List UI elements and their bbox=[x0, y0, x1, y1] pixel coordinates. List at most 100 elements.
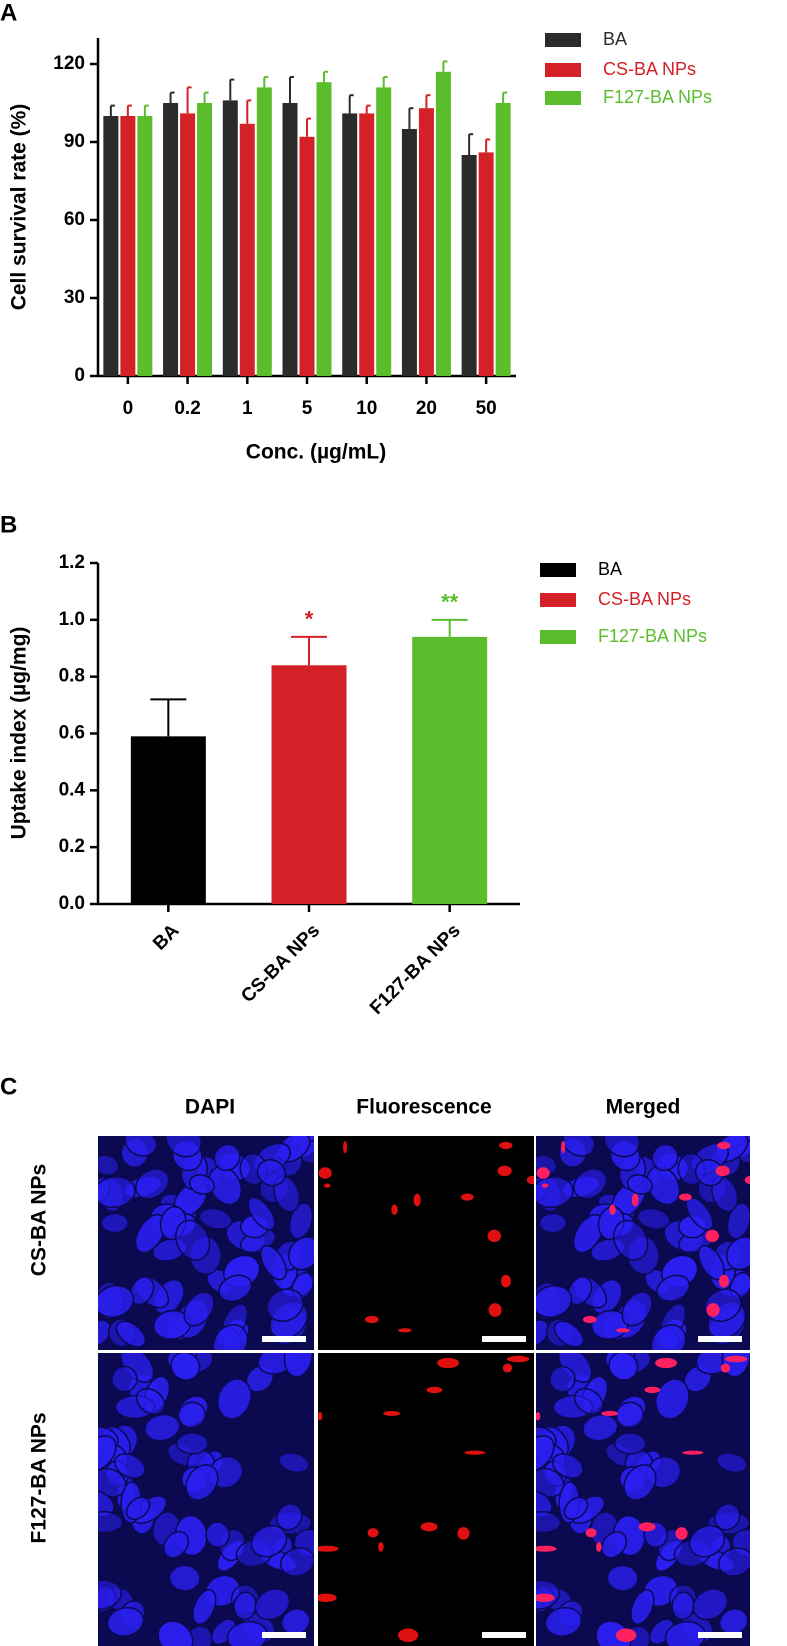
error-bar bbox=[431, 618, 468, 637]
fluorescent-spot bbox=[391, 1204, 398, 1215]
error-bar bbox=[289, 76, 294, 103]
error-bar bbox=[143, 104, 149, 116]
bar bbox=[256, 87, 272, 377]
nucleus bbox=[630, 1589, 655, 1625]
nucleus bbox=[636, 1207, 671, 1230]
row-label: CS-BA NPs bbox=[28, 1164, 51, 1276]
nucleus bbox=[603, 1136, 641, 1158]
nucleus bbox=[185, 1464, 219, 1501]
fluorescent-spot bbox=[413, 1193, 421, 1207]
legend-swatch bbox=[540, 563, 576, 577]
error-bar bbox=[246, 99, 252, 124]
nucleus bbox=[111, 1365, 138, 1393]
fluorescent-spot bbox=[679, 1193, 692, 1201]
nucleus bbox=[573, 1387, 604, 1416]
bar bbox=[103, 116, 119, 376]
fluorescent-spot bbox=[542, 1183, 549, 1188]
bar bbox=[137, 116, 153, 376]
nucleus bbox=[98, 1319, 112, 1347]
fluorescent-spot bbox=[596, 1542, 602, 1552]
fluorescent-spot bbox=[500, 1274, 511, 1288]
nucleus bbox=[655, 1378, 690, 1420]
fluorescent-spot bbox=[457, 1527, 470, 1540]
legend-label: BA bbox=[603, 29, 627, 49]
fluorescent-spot bbox=[705, 1229, 720, 1243]
column-header: DAPI bbox=[185, 1096, 235, 1119]
fluorescent-spot bbox=[488, 1303, 502, 1317]
error-bar bbox=[109, 104, 115, 116]
nucleus bbox=[135, 1387, 166, 1416]
bar bbox=[239, 123, 255, 376]
fluorescent-spot bbox=[682, 1450, 704, 1455]
nucleus bbox=[113, 1453, 146, 1479]
x-tick-label: 1 bbox=[242, 398, 253, 419]
bar bbox=[282, 103, 298, 376]
nucleus bbox=[551, 1453, 584, 1479]
nucleus bbox=[98, 1579, 122, 1611]
fluorescent-spot bbox=[582, 1315, 597, 1324]
x-tick-label: 0.2 bbox=[174, 398, 200, 419]
fluorescent-spot bbox=[601, 1410, 619, 1416]
nucleus bbox=[623, 1464, 657, 1501]
column-header: Merged bbox=[606, 1096, 681, 1119]
bar bbox=[120, 116, 136, 376]
nucleus bbox=[688, 1525, 726, 1558]
error-bar bbox=[306, 117, 311, 137]
fluorescent-spot bbox=[426, 1386, 443, 1394]
y-tick-label: 30 bbox=[64, 287, 85, 308]
x-tick-label: 20 bbox=[416, 398, 437, 419]
y-tick-label: 0.0 bbox=[59, 893, 85, 914]
nucleus bbox=[573, 1168, 608, 1200]
x-axis-title: Conc. (µg/mL) bbox=[246, 441, 386, 464]
error-bar bbox=[150, 698, 187, 737]
nucleus bbox=[188, 1174, 215, 1195]
fluorescent-spot bbox=[536, 1545, 557, 1552]
nucleus bbox=[247, 1196, 276, 1231]
fluorescent-spot bbox=[585, 1528, 597, 1538]
fluorescent-spot bbox=[497, 1165, 512, 1177]
nucleus bbox=[650, 1324, 687, 1350]
nucleus bbox=[694, 1158, 724, 1187]
error-bar bbox=[186, 86, 192, 114]
x-tick-label: 0 bbox=[123, 398, 134, 419]
nucleus bbox=[208, 1165, 243, 1206]
micrograph bbox=[536, 1353, 750, 1646]
legend-swatch bbox=[540, 593, 576, 607]
nucleus bbox=[536, 1284, 573, 1318]
error-bar bbox=[323, 70, 328, 83]
bar bbox=[180, 113, 196, 377]
micrograph bbox=[98, 1353, 314, 1646]
error-bar bbox=[203, 91, 209, 103]
nucleus bbox=[266, 1288, 304, 1322]
fluorescent-spot bbox=[717, 1141, 731, 1150]
fluorescent-spot bbox=[725, 1355, 748, 1363]
bar bbox=[342, 113, 358, 377]
row-label: F127-BA NPs bbox=[28, 1412, 51, 1543]
legend-label: F127-BA NPs bbox=[598, 626, 707, 646]
y-tick-label: 0.2 bbox=[59, 836, 85, 857]
bar bbox=[418, 108, 434, 376]
scale-bar bbox=[698, 1632, 742, 1638]
micrograph bbox=[536, 1136, 750, 1350]
nucleus bbox=[626, 1174, 653, 1195]
nucleus bbox=[288, 1202, 314, 1240]
nucleus bbox=[692, 1588, 729, 1621]
fluorescent-spot bbox=[364, 1315, 379, 1324]
fluorescent-spot bbox=[487, 1229, 502, 1243]
fluorescent-spot bbox=[507, 1355, 530, 1363]
nucleus bbox=[217, 1378, 252, 1420]
nucleus bbox=[100, 1212, 129, 1234]
bar bbox=[495, 103, 511, 376]
x-tick-label: 50 bbox=[476, 398, 497, 419]
fluorescent-spot bbox=[398, 1328, 412, 1333]
nucleus bbox=[213, 1143, 241, 1172]
y-tick-label: 90 bbox=[64, 131, 85, 152]
nucleus bbox=[192, 1589, 217, 1625]
error-bar bbox=[485, 138, 491, 153]
nucleus bbox=[276, 1503, 303, 1531]
legend-swatch bbox=[540, 630, 576, 644]
y-tick-label: 60 bbox=[64, 209, 85, 230]
nucleus bbox=[168, 1564, 201, 1592]
fluorescent-spot bbox=[397, 1628, 419, 1643]
